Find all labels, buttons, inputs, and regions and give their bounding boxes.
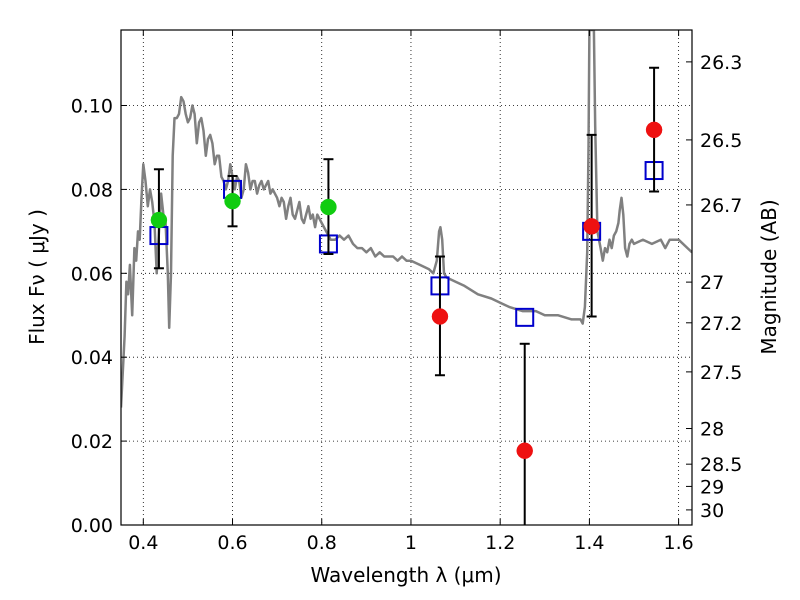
observed-flux-point	[320, 198, 337, 216]
model-band-flux-square	[515, 307, 535, 327]
right-y-tick-label: 27	[700, 272, 724, 294]
right-y-axis-label: Magnitude (AB)	[757, 199, 781, 354]
plot-area	[121, 30, 692, 525]
x-tick-label: 0.8	[307, 532, 337, 554]
plot-frame	[120, 29, 693, 526]
right-y-tick-label: 29	[700, 476, 724, 498]
x-tick-label: 1	[405, 532, 417, 554]
x-axis-label: Wavelength λ (μm)	[310, 563, 501, 587]
observed-flux-point	[583, 218, 600, 235]
right-y-tick-label: 28	[700, 419, 724, 441]
y-tick-label: 0.08	[71, 179, 113, 201]
observed-flux-point	[150, 211, 168, 229]
right-y-tick-label: 27.2	[700, 313, 742, 335]
x-tick-label: 1.6	[664, 532, 694, 554]
x-tick-label: 1.2	[485, 532, 515, 554]
right-y-tick-label: 26.5	[700, 130, 742, 152]
y-tick-label: 0.06	[71, 263, 113, 285]
y-tick-label: 0.10	[71, 96, 113, 118]
y-axis-label: Flux Fν ( μJy )	[25, 209, 49, 345]
right-y-tick-label: 27.5	[700, 362, 742, 384]
ticks-layer: 0.4 0.6 0.8 1 1.2 1.4 1.6 0.00 0.02 0.04 0.06 0.08 0…	[71, 30, 742, 554]
x-tick-label: 0.4	[128, 532, 158, 554]
observed-flux-point	[645, 121, 663, 139]
right-y-tick-label: 28.5	[700, 454, 742, 476]
observed-flux-point	[224, 192, 241, 210]
right-y-tick-label: 26.7	[700, 195, 742, 217]
y-tick-label: 0.00	[71, 515, 113, 537]
observed-flux-point	[516, 442, 533, 459]
observed-flux-point	[431, 308, 449, 325]
x-tick-label: 0.6	[217, 532, 247, 554]
y-tick-label: 0.04	[71, 347, 113, 369]
x-tick-label: 1.4	[574, 532, 604, 554]
right-y-tick-label: 26.3	[700, 52, 742, 74]
y-tick-label: 0.02	[71, 431, 113, 453]
model-spectrum-line	[121, 30, 692, 408]
grid-layer	[121, 30, 692, 526]
right-y-tick-label: 30	[700, 500, 724, 522]
